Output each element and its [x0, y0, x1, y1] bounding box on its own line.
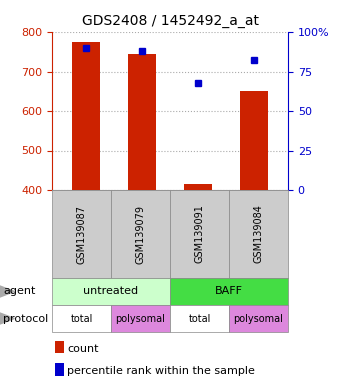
Text: GSM139091: GSM139091	[194, 205, 204, 263]
Polygon shape	[0, 312, 14, 325]
Polygon shape	[0, 285, 14, 298]
Text: BAFF: BAFF	[215, 286, 243, 296]
Text: untreated: untreated	[83, 286, 139, 296]
Text: protocol: protocol	[3, 313, 49, 323]
Title: GDS2408 / 1452492_a_at: GDS2408 / 1452492_a_at	[82, 14, 258, 28]
Text: percentile rank within the sample: percentile rank within the sample	[67, 366, 255, 376]
Text: count: count	[67, 344, 99, 354]
Text: GSM139079: GSM139079	[136, 205, 146, 263]
Bar	[240, 91, 268, 190]
Text: total: total	[188, 313, 211, 323]
Text: polysomal: polysomal	[116, 313, 166, 323]
Text: polysomal: polysomal	[234, 313, 284, 323]
Bar	[128, 54, 156, 190]
Text: agent: agent	[3, 286, 36, 296]
Text: GSM139084: GSM139084	[254, 205, 264, 263]
Bar	[72, 42, 100, 190]
Bar	[184, 184, 212, 190]
Text: total: total	[70, 313, 93, 323]
Text: GSM139087: GSM139087	[76, 205, 86, 263]
